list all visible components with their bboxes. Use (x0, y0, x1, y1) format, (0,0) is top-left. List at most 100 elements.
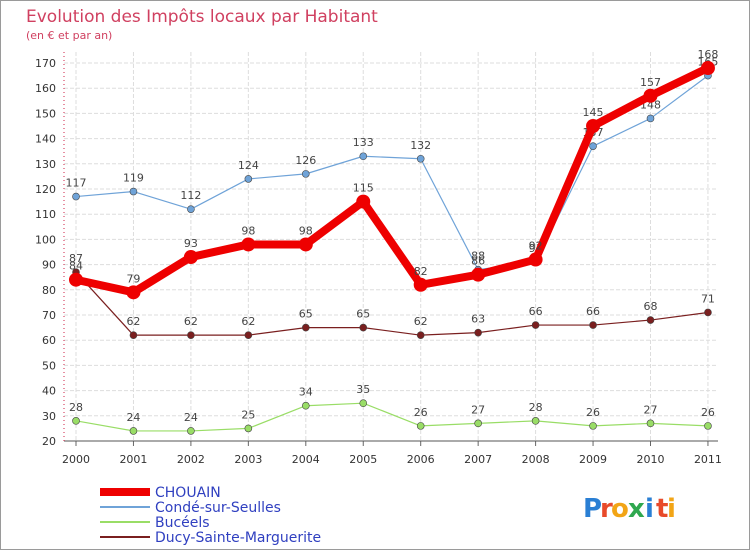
x-tick-label: 2004 (292, 453, 320, 466)
data-label: 88 (471, 250, 485, 263)
x-tick-label: 2006 (407, 453, 435, 466)
series-line (75, 64, 710, 297)
data-point (301, 323, 310, 332)
x-tick-label: 2009 (579, 453, 607, 466)
x-tick-label: 2002 (177, 453, 205, 466)
x-tick-label: 2008 (522, 453, 550, 466)
data-label: 119 (123, 172, 144, 185)
data-point (704, 308, 712, 317)
data-point (646, 114, 655, 123)
data-point (589, 321, 597, 329)
data-point (126, 285, 141, 300)
data-point (241, 237, 256, 252)
data-point (187, 427, 195, 435)
data-label: 26 (414, 406, 428, 419)
data-label: 145 (583, 106, 604, 119)
legend-label: Bucéels (155, 515, 210, 531)
data-label: 26 (701, 406, 715, 419)
data-label: 62 (241, 315, 255, 328)
data-label: 133 (353, 136, 374, 149)
data-label: 86 (471, 255, 485, 268)
data-label: 62 (126, 315, 140, 328)
data-label: 28 (69, 401, 83, 414)
data-label: 62 (184, 315, 198, 328)
data-point (416, 154, 425, 163)
data-point (531, 321, 540, 329)
data-point (301, 170, 310, 178)
data-label: 62 (414, 315, 428, 328)
x-tick-label: 2000 (62, 453, 90, 466)
logo-letter: o (611, 494, 629, 524)
x-tick-label: 2011 (694, 453, 722, 466)
data-label: 168 (697, 48, 718, 61)
data-point (474, 328, 482, 337)
data-label: 27 (644, 403, 658, 416)
data-label: 98 (299, 224, 313, 237)
data-label: 132 (410, 139, 431, 152)
data-label: 92 (529, 240, 543, 253)
data-point (129, 331, 138, 339)
data-point (704, 422, 712, 430)
logo-letter: i (667, 494, 676, 524)
y-tick-label: 70 (42, 309, 56, 322)
data-label: 93 (184, 237, 198, 250)
y-tick-label: 90 (42, 259, 56, 272)
data-label: 126 (295, 154, 316, 167)
plot-area: 20 30 40 50 60 70 80 90 100 110 120 130 140 150 160 170… (35, 48, 722, 466)
y-tick-label: 60 (42, 334, 56, 347)
data-label: 98 (241, 224, 255, 237)
data-point (528, 252, 543, 267)
legend-label: CHOUAIN (155, 485, 221, 501)
data-point (359, 323, 368, 332)
data-label: 27 (471, 403, 485, 416)
legend: CHOUAINCondé-sur-SeullesBucéelsDucy-Sain… (100, 485, 321, 546)
x-tick-label: 2007 (464, 453, 492, 466)
x-tick-label: 2003 (234, 453, 262, 466)
data-label: 35 (356, 383, 370, 396)
logo-letter: r (600, 494, 613, 524)
series-line (75, 402, 708, 432)
data-point (646, 419, 655, 428)
data-label: 66 (586, 305, 600, 318)
data-point (646, 316, 655, 324)
x-tick-label: 2010 (637, 453, 665, 466)
data-label: 34 (299, 386, 313, 399)
y-tick-label: 80 (42, 284, 56, 297)
data-label: 82 (414, 265, 428, 278)
y-tick-label: 30 (42, 410, 56, 423)
data-label: 79 (126, 272, 140, 285)
data-label: 117 (66, 177, 87, 190)
data-point (643, 88, 658, 103)
legend-label: Ducy-Sainte-Marguerite (155, 530, 321, 546)
data-point (187, 331, 195, 339)
data-point (129, 427, 138, 435)
data-label: 124 (238, 159, 259, 172)
data-point (72, 192, 80, 201)
y-tick-label: 170 (35, 57, 56, 70)
data-label: 115 (353, 182, 374, 195)
data-point (298, 237, 313, 252)
data-point (244, 331, 253, 339)
data-label: 66 (529, 305, 543, 318)
series-line (75, 75, 709, 271)
data-label: 24 (126, 411, 140, 424)
data-label: 26 (586, 406, 600, 419)
data-label: 28 (529, 401, 543, 414)
logo-letter: P (583, 494, 602, 524)
y-tick-label: 160 (35, 82, 56, 95)
data-point (356, 194, 371, 209)
proxiti-logo: Pro x i ti (583, 494, 676, 524)
data-label: 25 (241, 408, 255, 421)
y-tick-label: 20 (42, 435, 56, 448)
data-point (471, 267, 486, 282)
logo-letter: i (645, 494, 654, 524)
data-point (129, 187, 138, 196)
y-tick-label: 120 (35, 183, 56, 196)
data-point (413, 277, 428, 292)
data-point (244, 175, 253, 183)
data-label: 65 (299, 308, 313, 321)
legend-label: Condé-sur-Seulles (155, 500, 281, 516)
data-point (183, 250, 198, 265)
logo-letter: x (628, 494, 645, 524)
